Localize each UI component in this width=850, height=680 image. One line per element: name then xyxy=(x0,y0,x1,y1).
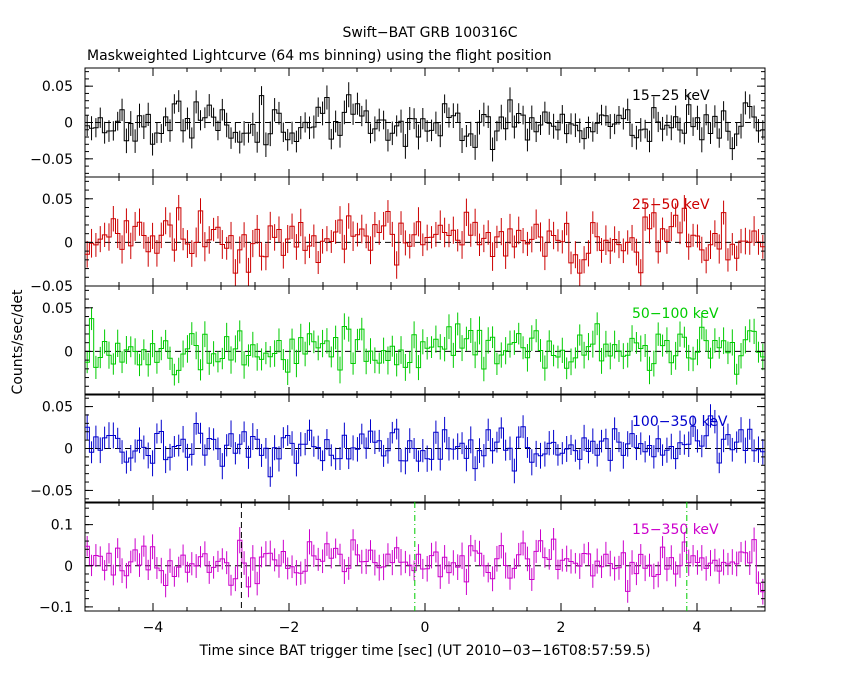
y-tick-label: −0.05 xyxy=(30,152,73,168)
y-tick-label: 0 xyxy=(64,344,73,360)
lightcurve-line xyxy=(85,207,765,274)
panel-3: 0 0.05 50−100 keV xyxy=(42,285,766,396)
y-tick-label: −0.05 xyxy=(30,483,73,499)
band-label: 15−25 keV xyxy=(632,88,710,104)
chart-title: Swift−BAT GRB 100316C xyxy=(342,25,517,41)
lightcurve-line xyxy=(85,415,765,478)
y-tick-label: −0.05 xyxy=(30,279,73,295)
panel-4: −0.05 0 0.05 100−350 keV xyxy=(30,393,766,504)
y-tick-label: 0 xyxy=(64,116,73,132)
x-tick-label: −2 xyxy=(279,620,300,636)
x-tick-label: 0 xyxy=(421,620,430,636)
lightcurve-line xyxy=(85,94,765,150)
y-tick-label: 0 xyxy=(64,559,73,575)
band-label: 15−350 keV xyxy=(632,522,719,538)
y-tick-label: 0 xyxy=(64,442,73,458)
band-label: 50−100 keV xyxy=(632,306,719,322)
lightcurve-line xyxy=(85,318,765,376)
x-tick-label: −4 xyxy=(143,620,164,636)
y-tick-label: 0.05 xyxy=(42,79,73,95)
panel-1: −0.05 0 0.05 15−25 keV xyxy=(30,67,766,178)
chart-subtitle: Maskweighted Lightcurve (64 ms binning) … xyxy=(87,48,552,64)
y-tick-label: 0.05 xyxy=(42,192,73,208)
band-label: 100−350 keV xyxy=(632,414,728,430)
y-tick-label: 0 xyxy=(64,235,73,251)
x-tick-label: 4 xyxy=(693,620,702,636)
y-axis-label: Counts/sec/det xyxy=(10,289,26,394)
y-tick-label: −0.1 xyxy=(39,600,73,616)
panel-5: −0.1 0 0.1 15−350 keV xyxy=(39,501,766,616)
lightcurve-line xyxy=(85,538,765,593)
panel-2: −0.05 0 0.05 25−50 keV xyxy=(30,176,766,295)
x-tick-label: 2 xyxy=(557,620,566,636)
y-tick-label: 0.05 xyxy=(42,400,73,416)
y-tick-label: 0.05 xyxy=(42,301,73,317)
x-axis-label: Time since BAT trigger time [sec] (UT 20… xyxy=(198,643,650,659)
band-label: 25−50 keV xyxy=(632,197,710,213)
y-tick-label: 0.1 xyxy=(51,518,73,534)
